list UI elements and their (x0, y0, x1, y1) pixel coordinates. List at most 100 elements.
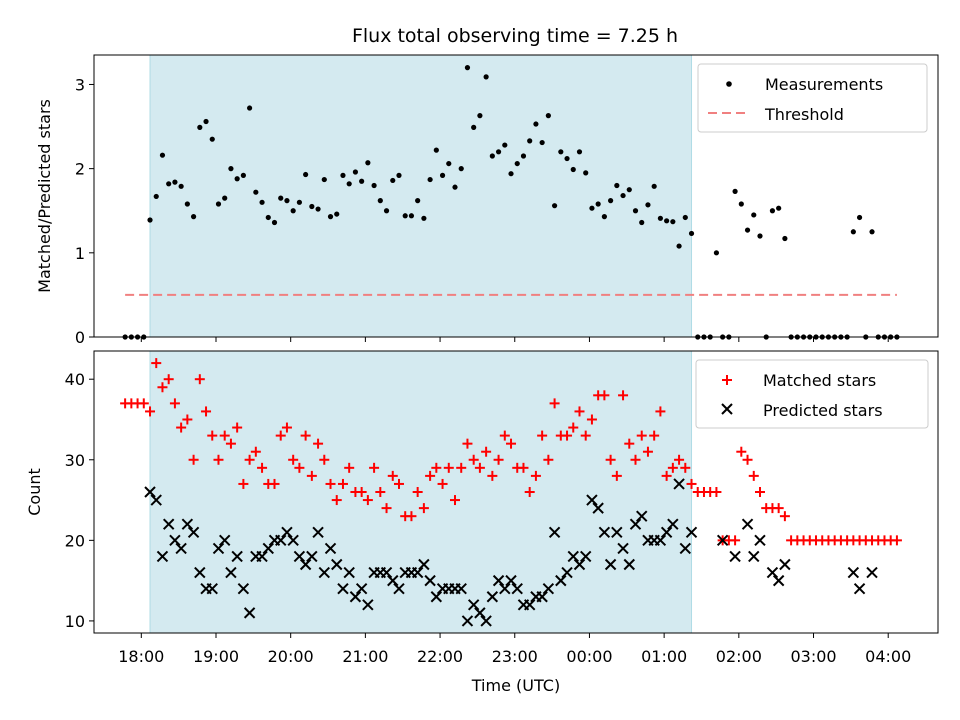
predicted-star-point-b (629, 518, 642, 530)
xtick-label: 03:00 (790, 647, 836, 666)
predicted-star-point (393, 582, 405, 595)
predicted-star-point (355, 582, 368, 595)
matched-star-point (655, 406, 666, 417)
matched-star-point (742, 454, 753, 465)
measurement-point (396, 172, 402, 178)
matched-star-point (151, 358, 162, 369)
predicted-star-point-b (144, 486, 156, 498)
predicted-star-point (281, 526, 293, 538)
predicted-star-point (480, 615, 492, 627)
matched-star-point (586, 414, 597, 425)
matched-star-point (499, 430, 510, 441)
measurement-point (265, 214, 271, 221)
predicted-star-point-b (685, 526, 698, 538)
matched-star-point (319, 454, 330, 465)
predicted-star-point (629, 518, 642, 530)
predicted-star-point (262, 542, 274, 555)
matched-star-point (381, 503, 392, 514)
measurement-point (433, 147, 439, 153)
matched-star-point (624, 438, 635, 449)
top-ytick-label: 2 (75, 160, 85, 179)
measurement-point (184, 201, 190, 207)
matched-star-point (711, 487, 722, 497)
predicted-star-point (275, 534, 287, 547)
predicted-star-point (467, 599, 480, 611)
predicted-star-point-b (162, 518, 175, 530)
bottom-ytick-label: 20 (65, 531, 85, 550)
bottom-legend: Matched stars Predicted stars (695, 359, 929, 429)
matched-star-point (300, 430, 311, 441)
predicted-star-point (623, 558, 635, 571)
predicted-star-point (716, 534, 729, 547)
predicted-star-point (573, 558, 586, 571)
matched-star-point (524, 487, 535, 497)
predicted-star-point-b (499, 582, 511, 595)
measurement-point (452, 184, 458, 190)
measurement-point (620, 192, 626, 199)
predicted-star-point-b (175, 542, 187, 555)
matched-star-point (344, 462, 355, 473)
measurement-point (670, 219, 676, 225)
predicted-star-point-b (331, 558, 343, 571)
predicted-star-point-b (318, 566, 331, 579)
matched-star-point (331, 495, 342, 506)
xtick-label: 19:00 (193, 647, 239, 666)
predicted-star-point-b (343, 566, 355, 579)
predicted-star-point (287, 534, 299, 547)
measurement-point (744, 227, 751, 233)
measurement-point (371, 182, 377, 189)
measurement-point (209, 136, 215, 142)
predicted-star-point-b (306, 550, 318, 563)
predicted-star-point-b (231, 550, 243, 563)
predicted-star-point-b (275, 534, 287, 547)
measurement-point (203, 118, 209, 125)
predicted-star-point (660, 526, 673, 538)
predicted-star-point (324, 542, 337, 555)
measurement-point (334, 211, 340, 217)
predicted-star-point (312, 526, 324, 538)
predicted-star-point (555, 574, 567, 587)
predicted-star-point-b (474, 607, 486, 619)
measurement-point (159, 152, 166, 158)
predicted-star-point-b (169, 534, 181, 547)
measurement-point (340, 172, 346, 178)
measurement-point (383, 208, 390, 214)
predicted-star-point (536, 591, 548, 603)
predicted-star-point-b (847, 566, 860, 579)
predicted-star-point-b (362, 599, 374, 611)
matched-star-point (431, 462, 442, 473)
predicted-star-point (523, 599, 536, 611)
matched-star-point (225, 438, 236, 449)
predicted-star-point (617, 542, 629, 555)
predicted-star-point (418, 558, 430, 571)
measurement-point (464, 65, 471, 71)
predicted-star-point (580, 550, 592, 563)
matched-star-point (456, 462, 467, 473)
predicted-star-point (592, 502, 604, 514)
matched-star-point (182, 414, 193, 425)
predicted-star-point (187, 526, 200, 538)
top-legend: Measurements Threshold (697, 63, 928, 133)
matched-star-point (450, 495, 461, 506)
xlabel: Time (UTC) (471, 676, 560, 695)
measurement-point (595, 201, 601, 207)
predicted-star-point-b (256, 550, 268, 563)
predicted-star-point-b (754, 534, 766, 547)
top-ytick-label: 1 (75, 244, 85, 263)
predicted-star-point-b (548, 526, 561, 538)
measurement-point (551, 203, 558, 209)
measurement-point (732, 188, 738, 194)
matched-star-point (518, 462, 529, 473)
measurement-point (408, 213, 415, 219)
predicted-star-point (866, 566, 878, 579)
predicted-star-point (679, 542, 692, 555)
predicted-star-point-b (654, 534, 667, 547)
matched-star-point (493, 454, 504, 465)
predicted-star-point-b (866, 566, 878, 579)
predicted-star-point (231, 550, 243, 563)
measurement-point (352, 169, 359, 175)
predicted-star-point (542, 582, 555, 595)
predicted-star-point-b (611, 526, 623, 538)
predicted-star-point (741, 518, 754, 530)
measurement-point (327, 214, 334, 220)
